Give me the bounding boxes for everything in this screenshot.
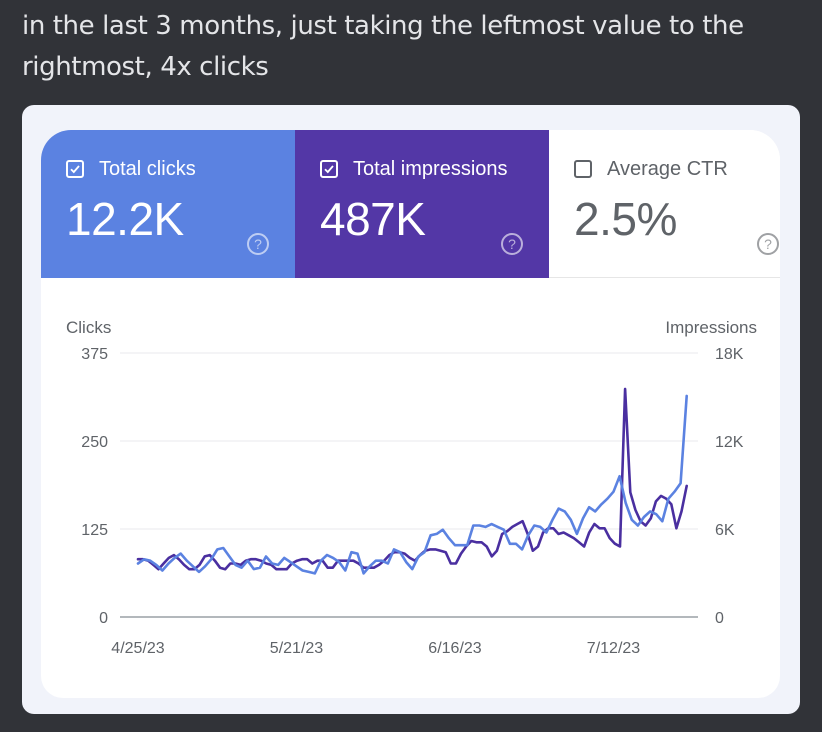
x-axis-tick-label: 4/25/23: [111, 640, 164, 657]
performance-panel: Total clicks 12.2K ? Total impressions 4…: [41, 130, 780, 698]
left-axis-tick-label: 125: [81, 522, 108, 539]
series-line-clicks[interactable]: [136, 394, 689, 575]
tile-average-ctr[interactable]: Average CTR 2.5% ?: [549, 130, 780, 278]
tile-total-impressions[interactable]: Total impressions 487K ?: [295, 130, 549, 278]
message-caption: in the last 3 months, just taking the le…: [22, 11, 744, 82]
right-axis-tick-label: 6K: [715, 522, 735, 539]
checkbox-checked-icon[interactable]: [66, 160, 84, 178]
help-circle-icon[interactable]: ?: [247, 233, 269, 255]
tile-value: 2.5%: [574, 193, 677, 245]
line-chart-svg: Clicks Impressions 0 0 125 6K 250 12K 375 18K 4/…: [66, 318, 757, 657]
right-axis-tick-label: 0: [715, 610, 724, 627]
left-axis-tick-label: 375: [81, 346, 108, 363]
checkbox-unchecked-icon[interactable]: [574, 160, 592, 178]
checkbox-checked-icon[interactable]: [320, 160, 338, 178]
series-line-impressions[interactable]: [136, 387, 689, 571]
tile-total-clicks[interactable]: Total clicks 12.2K ?: [41, 130, 295, 278]
x-axis-tick-label: 5/21/23: [270, 640, 323, 657]
x-axis-tick-label: 7/12/23: [587, 640, 640, 657]
metric-tiles: Total clicks 12.2K ? Total impressions 4…: [41, 130, 780, 278]
help-circle-icon[interactable]: ?: [501, 233, 523, 255]
right-axis-tick-label: 12K: [715, 434, 744, 451]
tile-label: Total impressions: [353, 158, 508, 180]
tile-label: Average CTR: [607, 158, 728, 180]
right-axis-title: Impressions: [665, 318, 757, 337]
tile-value: 487K: [320, 193, 426, 245]
x-axis-tick-label: 6/16/23: [428, 640, 481, 657]
help-circle-icon[interactable]: ?: [757, 233, 779, 255]
left-axis-tick-label: 250: [81, 434, 108, 451]
performance-chart: Clicks Impressions 0 0 125 6K 250 12K 375 18K 4/…: [41, 278, 780, 698]
tile-value: 12.2K: [66, 193, 184, 245]
left-axis-title: Clicks: [66, 318, 111, 337]
left-axis-tick-label: 0: [99, 610, 108, 627]
tile-label: Total clicks: [99, 158, 196, 180]
right-axis-tick-label: 18K: [715, 346, 744, 363]
